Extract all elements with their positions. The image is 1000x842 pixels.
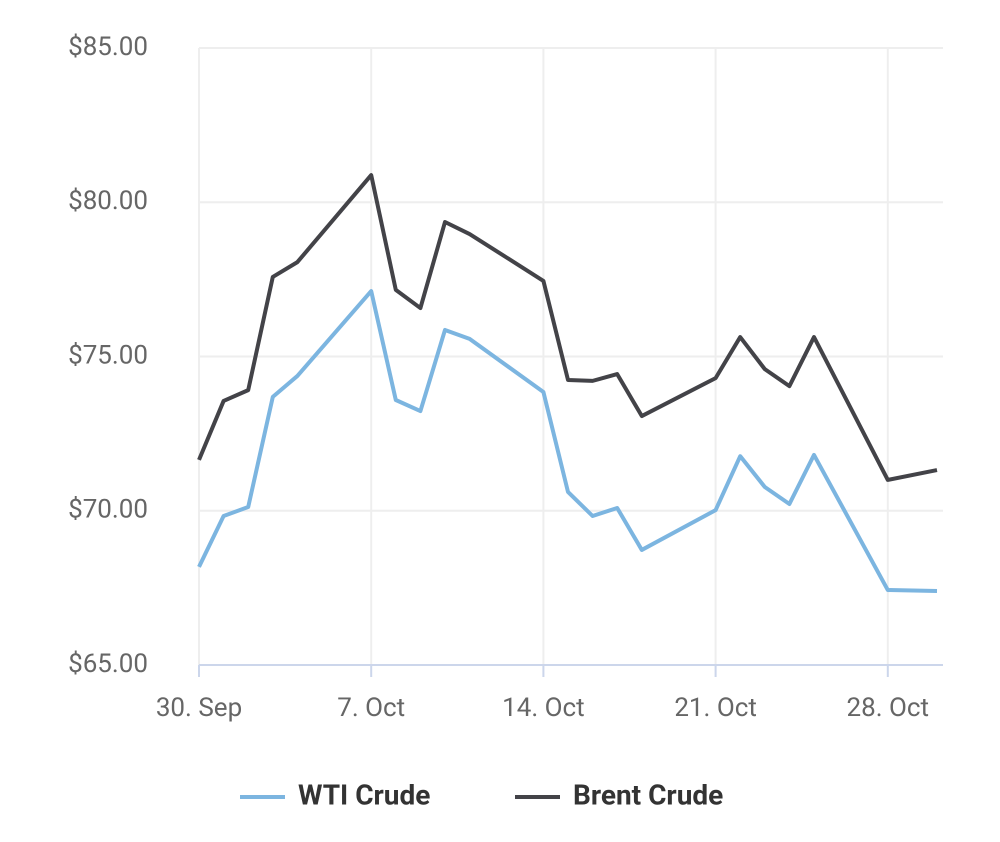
series-line — [197, 173, 938, 482]
x-tick-label: 21. Oct — [674, 693, 757, 723]
legend-label: WTI Crude — [298, 778, 430, 811]
y-tick-label: $85.00 — [68, 32, 148, 62]
y-tick-label: $65.00 — [68, 649, 148, 679]
x-tick-label: 30. Sep — [156, 693, 242, 723]
x-tick-label: 28. Oct — [847, 693, 930, 723]
y-tick-label: $75.00 — [68, 340, 148, 370]
x-tick-label: 7. Oct — [337, 693, 405, 723]
y-tick-label: $70.00 — [68, 495, 148, 525]
series-line — [197, 289, 938, 593]
legend-label: Brent Crude — [573, 778, 723, 811]
x-tick-label: 14. Oct — [502, 693, 585, 723]
y-tick-label: $80.00 — [68, 186, 148, 216]
